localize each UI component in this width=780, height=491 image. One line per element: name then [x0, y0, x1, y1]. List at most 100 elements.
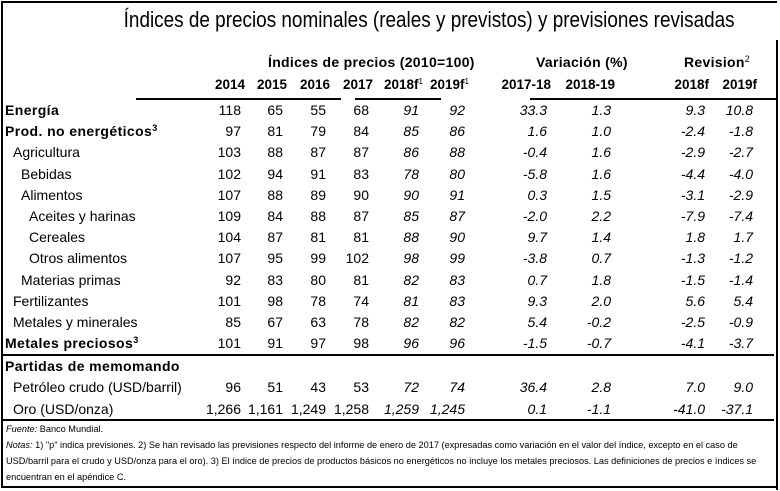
cell-c2017: 87 [353, 208, 369, 224]
cell-c2016: 79 [310, 123, 326, 140]
column-header-c2016: 2016 [300, 77, 330, 92]
cell-c2015: 94 [267, 165, 283, 182]
indices-underline [136, 98, 341, 100]
row-label-text: Fertilizantes [13, 292, 89, 309]
cell-c2016: 43 [310, 379, 326, 395]
cell-c2016: 91 [310, 165, 326, 182]
row-label-text: Agricultura [13, 144, 80, 161]
cell-c2018f: 1,259 [383, 400, 419, 417]
cell-c2014: 1,266 [205, 400, 241, 417]
cell-c2016: 81 [310, 229, 326, 246]
table-row: Cereales 104 87 81 81 88 90 9.7 1.4 1.8 1.7 [0, 227, 776, 248]
cell-c2014: 101 [217, 335, 241, 352]
source-label: Fuente: [6, 424, 38, 434]
cell-r2018f: 1.8 [685, 229, 705, 246]
footnote-marker: 1 [464, 77, 469, 86]
cell-r2018f: -1.5 [680, 271, 705, 288]
cell-r2018f: -2.4 [680, 123, 705, 140]
row-label-text: Bebidas [21, 165, 72, 182]
cell-r2018f: 5.6 [685, 292, 705, 309]
variacion-underline [530, 98, 694, 100]
cell-c2015: 65 [267, 102, 283, 118]
table-row: Otros alimentos 107 95 99 102 98 99 -3.8 0.7 -1.3… [0, 248, 776, 269]
cell-c2015: 87 [267, 229, 283, 246]
cell-c2019f: 80 [449, 165, 465, 182]
table-row: Prod. no energéticos3 97 81 79 84 85 86 1.6 1.0 -… [0, 121, 776, 142]
table-row: Fertilizantes 101 98 78 74 81 83 9.3 2.0 5.6 5.4 [0, 291, 776, 312]
row-label: Aceites y harinas [29, 208, 136, 224]
cell-c2017: 84 [353, 123, 369, 140]
cell-v1718: -1.5 [522, 335, 547, 352]
column-header-text: 2016 [299, 77, 330, 92]
table-frame-right-border [776, 40, 778, 490]
cell-c2019f: 1,245 [429, 400, 465, 417]
cell-c2016: 87 [310, 144, 326, 161]
cell-r2018f: -4.4 [680, 165, 705, 182]
notes-line: Notas: 1) "p" indica previsiones. 2) Se … [6, 437, 768, 485]
column-header-r2019f: 2019f [722, 77, 757, 92]
cell-v1819: 1.0 [591, 123, 611, 140]
cell-c2017: 68 [353, 102, 369, 118]
row-label: Metales preciosos3 [5, 335, 139, 351]
cell-v1718: 0.7 [527, 271, 547, 288]
source-text: Banco Mundial. [37, 424, 104, 434]
cell-r2019f: -2.7 [728, 144, 753, 161]
cell-c2014: 92 [225, 271, 241, 288]
notes-separator [2, 419, 774, 421]
cell-v1718: -5.8 [522, 165, 547, 182]
cell-v1819: -1.1 [586, 400, 611, 417]
cell-r2019f: -7.4 [728, 208, 753, 224]
cell-v1819: 1.5 [591, 186, 611, 203]
footnote-marker: 3 [152, 123, 158, 134]
column-header-c2015: 2015 [257, 77, 287, 92]
column-header-text: 2018f [384, 77, 419, 92]
cell-r2018f: 9.3 [685, 102, 705, 118]
cell-c2017: 81 [353, 271, 369, 288]
cell-v1819: 2.8 [591, 379, 611, 395]
cell-r2019f: 1.7 [733, 229, 753, 246]
column-header-text: 2018f [674, 77, 709, 92]
column-header-text: 2018-19 [565, 77, 615, 92]
cell-c2019f: 83 [449, 271, 465, 288]
row-label: Petróleo crudo (USD/barril) [13, 379, 182, 395]
cell-r2018f: -4.1 [680, 335, 705, 352]
cell-v1718: 0.1 [527, 400, 547, 417]
cell-c2014: 109 [217, 208, 241, 224]
cell-r2019f: 9.0 [733, 379, 753, 395]
row-label: Oro (USD/onza) [13, 401, 113, 417]
cell-v1819: 2.0 [591, 292, 611, 309]
cell-r2019f: -3.7 [728, 335, 753, 352]
column-header-text: 2019f [722, 77, 757, 92]
cell-r2018f: -2.9 [680, 144, 705, 161]
group-header-revision-text: Revision [684, 54, 745, 70]
cell-r2019f: 5.4 [733, 292, 753, 309]
cell-v1718: 36.4 [519, 379, 547, 395]
revision-footnote-marker: 2 [744, 54, 751, 64]
row-label: Metales y minerales [13, 314, 138, 330]
cell-c2016: 1,249 [290, 400, 326, 417]
cell-v1718: 5.4 [527, 314, 547, 330]
cell-v1819: -0.2 [586, 314, 611, 330]
cell-v1819: -0.7 [586, 335, 611, 352]
cell-c2016: 55 [310, 102, 326, 118]
cell-c2019f: 74 [449, 379, 465, 395]
cell-c2017: 102 [345, 250, 369, 267]
cell-c2018f: 98 [403, 250, 419, 267]
row-label-text: Materias primas [21, 271, 121, 288]
cell-c2015: 95 [267, 250, 283, 267]
row-label-text: Petróleo crudo (USD/barril) [13, 379, 182, 395]
cell-c2014: 103 [217, 144, 241, 161]
cell-v1819: 1.6 [591, 165, 611, 182]
cell-c2015: 51 [267, 379, 283, 395]
cell-r2019f: 10.8 [725, 102, 753, 118]
cell-c2014: 96 [225, 379, 241, 395]
cell-c2014: 107 [217, 186, 241, 203]
cell-c2019f: 86 [449, 123, 465, 140]
table-row: Aceites y harinas 109 84 88 87 85 87 -2.0 2.2 -7.… [0, 206, 776, 227]
cell-c2017: 83 [353, 165, 369, 182]
group-header-indices-text: Índices de precios (2010=100) [268, 54, 475, 70]
cell-v1718: -0.4 [522, 144, 547, 161]
revision-underline [682, 98, 776, 100]
cell-c2015: 84 [267, 208, 283, 224]
cell-c2017: 74 [353, 292, 369, 309]
